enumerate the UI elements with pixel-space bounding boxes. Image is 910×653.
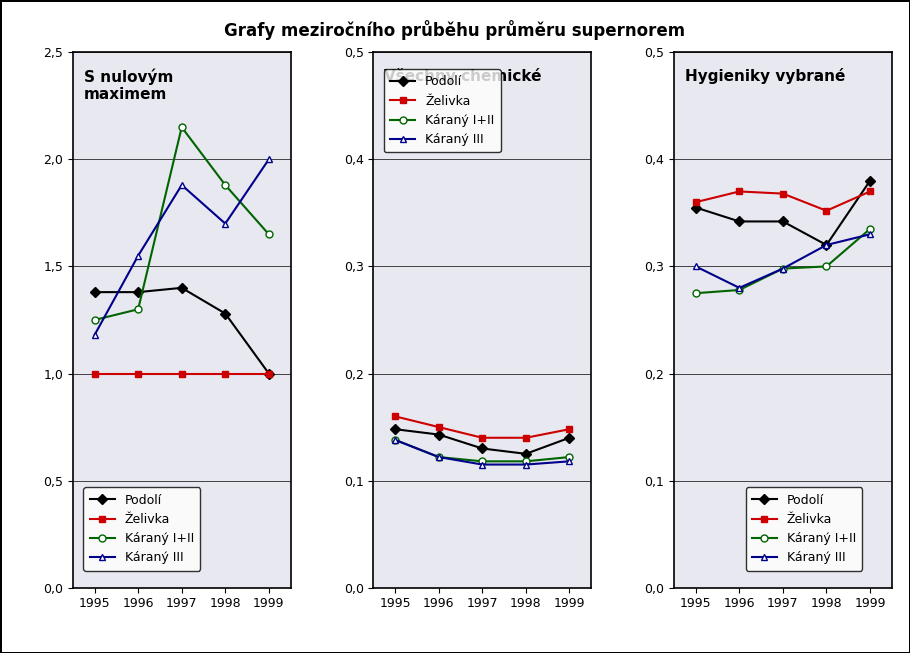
Želivka [777,189,788,197]
Káraný III [821,241,832,249]
Podolí [691,204,702,212]
Káraný I+II [564,453,575,461]
Káraný I+II [477,457,488,465]
Podolí [263,370,274,377]
Text: Grafy meziročního průběhu průměru supernorem: Grafy meziročního průběhu průměru supern… [225,20,685,40]
Legend: Podolí, Želivka, Káraný I+II, Káraný III: Podolí, Želivka, Káraný I+II, Káraný III [84,488,200,571]
Káraný I+II [521,457,531,465]
Podolí [864,177,875,185]
Želivka [521,434,531,441]
Podolí [220,310,231,317]
Káraný III [220,219,231,227]
Káraný I+II [177,123,187,131]
Podolí [433,430,444,438]
Želivka [691,199,702,206]
Legend: Podolí, Želivka, Káraný I+II, Káraný III: Podolí, Želivka, Káraný I+II, Káraný III [384,69,500,152]
Káraný I+II [263,231,274,238]
Káraný III [263,155,274,163]
Podolí [89,288,100,296]
Podolí [521,450,531,458]
Káraný III [733,284,744,292]
Line: Káraný I+II: Káraný I+II [693,225,874,296]
Text: Hygieniky vybrané: Hygieniky vybrané [685,69,845,84]
Želivka [864,187,875,195]
Line: Káraný I+II: Káraný I+II [91,123,272,323]
Line: Káraný III: Káraný III [391,436,573,468]
Podolí [564,434,575,441]
Podolí [777,217,788,225]
Káraný I+II [89,316,100,324]
Káraný III [564,457,575,465]
Káraný I+II [133,306,144,313]
Line: Podolí: Podolí [91,284,272,377]
Text: Všechny chemické: Všechny chemické [384,69,541,84]
Line: Želivka: Želivka [91,370,272,377]
Káraný I+II [433,453,444,461]
Podolí [477,445,488,453]
Text: S nulovým
maximem: S nulovým maximem [84,69,173,103]
Želivka [477,434,488,441]
Podolí [821,241,832,249]
Káraný III [777,264,788,272]
Podolí [733,217,744,225]
Line: Želivka: Želivka [693,188,874,214]
Káraný III [133,252,144,260]
Želivka [177,370,187,377]
Káraný I+II [864,225,875,233]
Želivka [263,370,274,377]
Želivka [821,207,832,215]
Želivka [389,413,400,421]
Káraný III [521,460,531,468]
Želivka [220,370,231,377]
Line: Podolí: Podolí [693,177,874,249]
Káraný I+II [821,263,832,270]
Želivka [89,370,100,377]
Káraný I+II [389,436,400,444]
Želivka [433,423,444,431]
Káraný I+II [733,286,744,294]
Káraný I+II [691,289,702,297]
Line: Káraný I+II: Káraný I+II [391,436,573,465]
Legend: Podolí, Želivka, Káraný I+II, Káraný III: Podolí, Želivka, Káraný I+II, Káraný III [745,488,863,571]
Káraný I+II [220,181,231,189]
Káraný III [477,460,488,468]
Želivka [733,187,744,195]
Line: Podolí: Podolí [391,426,573,457]
Káraný III [389,436,400,444]
Káraný III [89,331,100,339]
Káraný III [433,453,444,461]
Line: Káraný III: Káraný III [693,231,874,291]
Podolí [177,284,187,292]
Želivka [133,370,144,377]
Káraný III [177,181,187,189]
Line: Káraný III: Káraný III [91,156,272,338]
Káraný I+II [777,264,788,272]
Káraný III [864,231,875,238]
Želivka [564,425,575,433]
Káraný III [691,263,702,270]
Podolí [133,288,144,296]
Podolí [389,425,400,433]
Line: Želivka: Želivka [391,413,573,441]
